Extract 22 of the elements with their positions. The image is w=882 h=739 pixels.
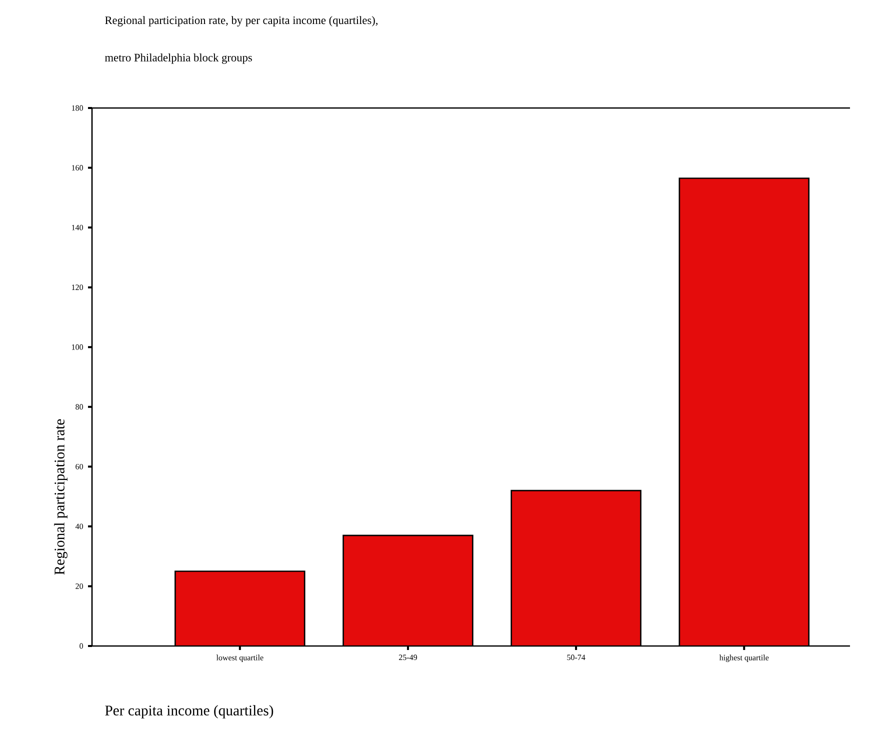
y-axis-title: Regional participation rate <box>54 419 68 575</box>
bar <box>343 535 473 646</box>
x-tick-label: 25-49 <box>399 654 417 660</box>
x-tick-label: lowest quartile <box>216 654 264 662</box>
bar <box>175 571 305 646</box>
chart-subtitle: metro Philadelphia block groups <box>104 53 252 64</box>
x-tick-label: highest quartile <box>719 654 769 662</box>
chart-title: Regional participation rate, by per capita income (quartiles), <box>105 16 378 26</box>
y-tick-label: 160 <box>72 165 83 170</box>
y-tick-label: 20 <box>76 584 83 589</box>
y-tick-label: 40 <box>75 524 83 530</box>
y-tick-label: 180 <box>72 105 83 111</box>
y-tick-label: 120 <box>72 284 83 290</box>
y-tick-label: 100 <box>72 344 83 350</box>
y-tick-label: 0 <box>80 643 83 649</box>
bar <box>511 490 641 646</box>
y-tick-label: 80 <box>76 404 83 410</box>
x-axis-title: Per capita income (quartiles) <box>105 705 274 718</box>
y-tick-label: 60 <box>76 464 83 470</box>
y-tick-label: 140 <box>72 224 83 230</box>
bar <box>678 178 810 646</box>
x-tick-label: 50-74 <box>567 654 586 660</box>
